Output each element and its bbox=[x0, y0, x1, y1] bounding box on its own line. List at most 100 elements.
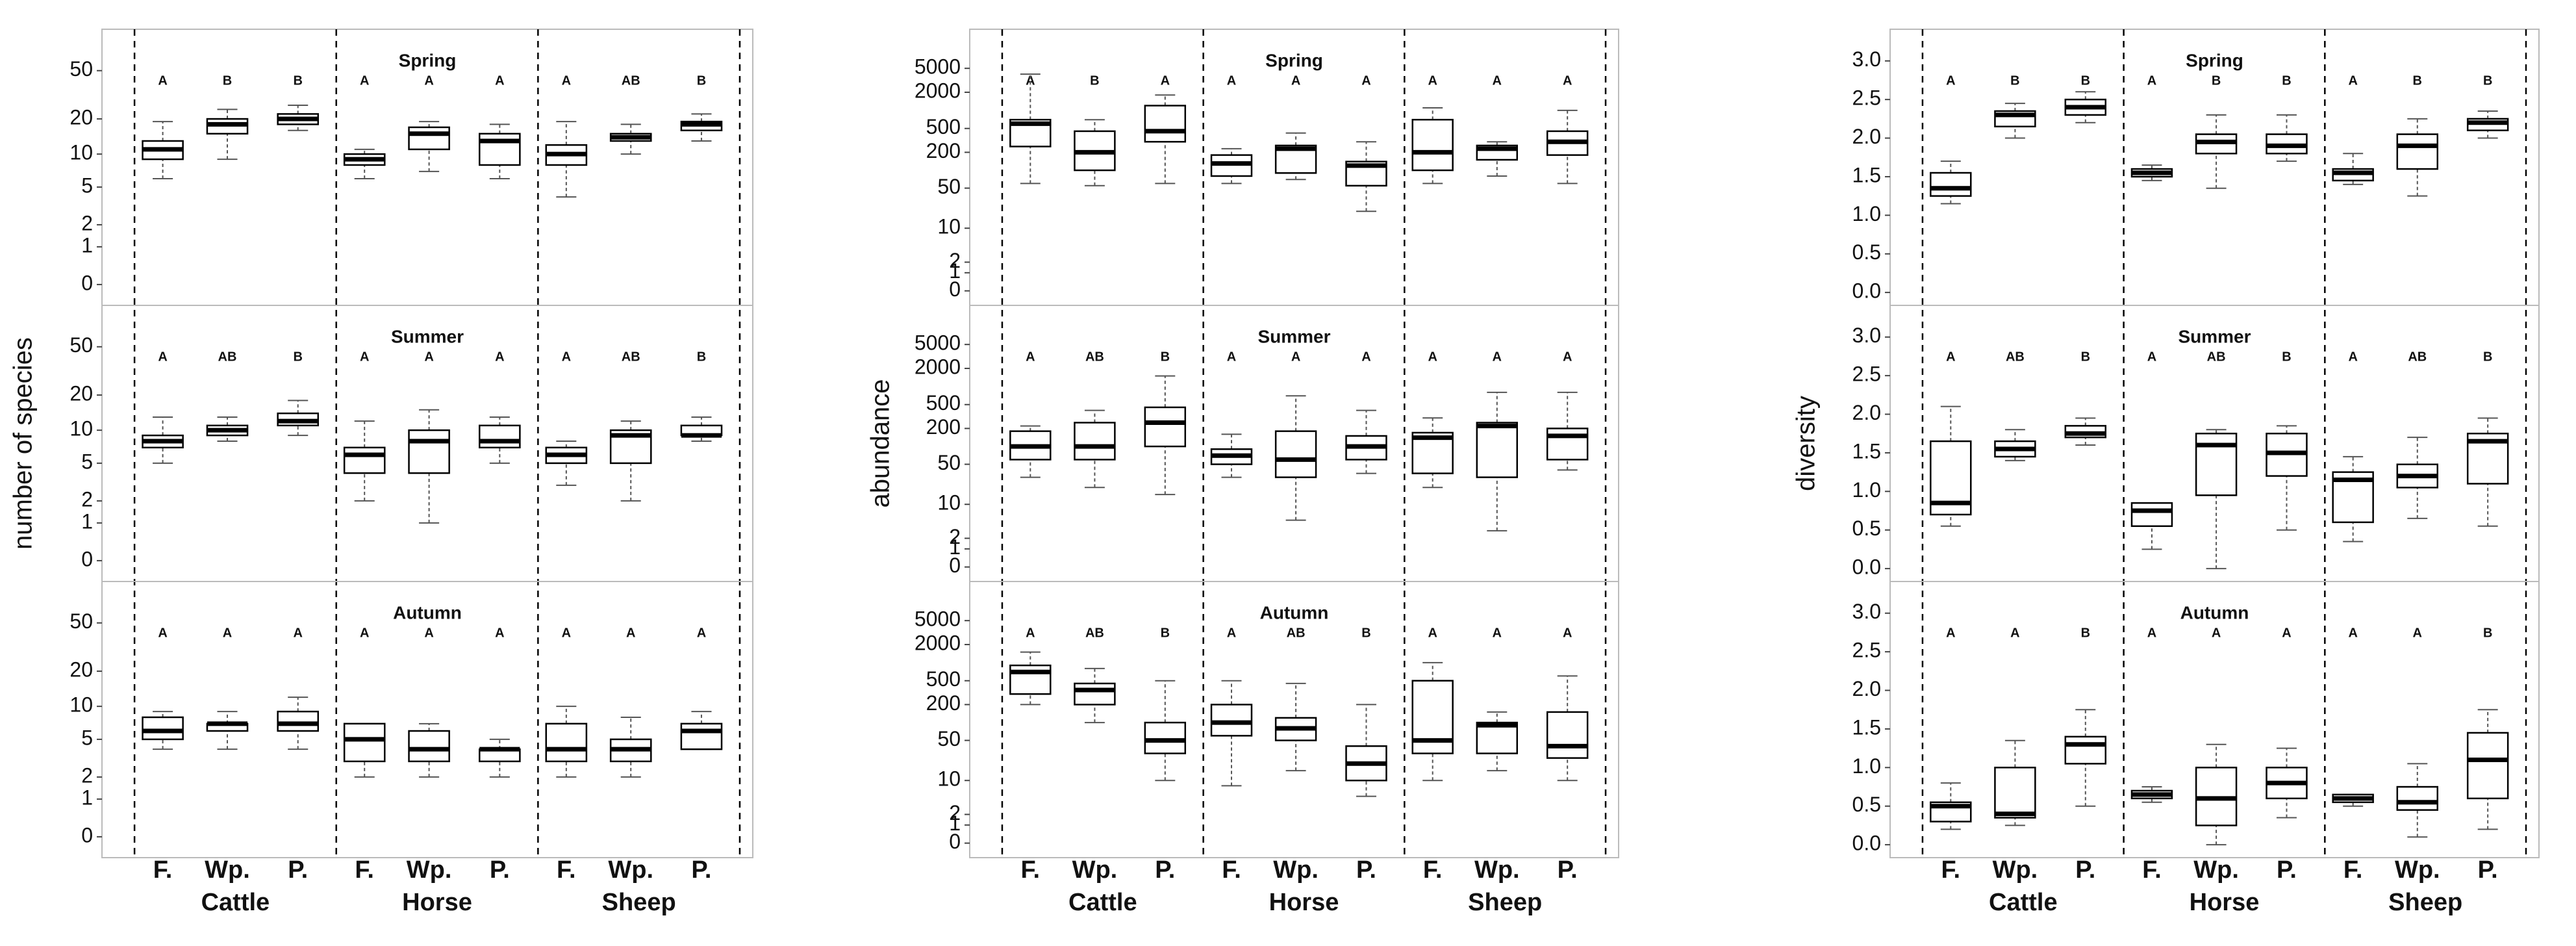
significance-letter: AB bbox=[1287, 626, 1306, 640]
group-label: Sheep bbox=[1468, 889, 1542, 916]
subcategory-label: F. bbox=[1941, 856, 1961, 884]
y-tick-label: 1.0 bbox=[1852, 202, 1881, 225]
box bbox=[1546, 711, 1589, 759]
y-tick-label: 20 bbox=[69, 105, 93, 129]
significance-letter: A bbox=[158, 626, 167, 640]
facet-title: Autumn bbox=[393, 602, 462, 622]
y-tick-label: 1.5 bbox=[1852, 715, 1881, 739]
significance-letter: B bbox=[2081, 73, 2090, 88]
box bbox=[2064, 735, 2107, 765]
significance-letter: A bbox=[424, 626, 433, 640]
y-tick-label: 2 bbox=[81, 763, 93, 787]
group-label: Horse bbox=[402, 889, 472, 916]
y-tick-label: 0 bbox=[81, 547, 93, 570]
significance-letter: B bbox=[2483, 73, 2492, 88]
y-tick-label: 20 bbox=[69, 381, 93, 405]
significance-letter: B bbox=[2212, 73, 2221, 88]
significance-letter: A bbox=[1563, 626, 1572, 640]
y-tick-label: 0 bbox=[81, 271, 93, 294]
y-tick-label: 10 bbox=[937, 491, 961, 515]
significance-letter: B bbox=[2081, 626, 2090, 640]
subcategory-label: Wp. bbox=[1993, 856, 2038, 884]
group-label: Cattle bbox=[201, 889, 270, 916]
significance-letter: A bbox=[2348, 626, 2357, 640]
significance-letter: B bbox=[697, 73, 706, 88]
subcategory-label: Wp. bbox=[1072, 856, 1118, 884]
y-tick-label: 500 bbox=[926, 667, 961, 691]
significance-letter: A bbox=[424, 350, 433, 364]
significance-letter: B bbox=[697, 350, 706, 364]
subcategory-label: Wp. bbox=[608, 856, 653, 884]
y-tick-label: 0.5 bbox=[1852, 240, 1881, 264]
significance-letter: A bbox=[424, 73, 433, 88]
significance-letter: AB bbox=[2207, 350, 2226, 364]
group-label: Horse bbox=[2190, 889, 2260, 916]
y-tick-label: 200 bbox=[926, 691, 961, 715]
significance-letter: B bbox=[293, 73, 302, 88]
facet-title: Autumn bbox=[2180, 602, 2249, 622]
y-tick-label: 0 bbox=[949, 277, 961, 301]
box bbox=[343, 446, 386, 474]
significance-letter: A bbox=[360, 350, 369, 364]
significance-letter: A bbox=[2147, 350, 2156, 364]
significance-letter: AB bbox=[1085, 350, 1104, 364]
significance-letter: A bbox=[158, 350, 167, 364]
box bbox=[1074, 422, 1116, 461]
y-tick-label: 1 bbox=[949, 812, 961, 835]
y-tick-label: 5000 bbox=[915, 331, 961, 355]
significance-letter: B bbox=[2282, 350, 2291, 364]
subcategory-label: F. bbox=[1021, 856, 1041, 884]
y-tick-label: 2.5 bbox=[1852, 86, 1881, 110]
significance-letter: A bbox=[1361, 73, 1370, 88]
panel-frame bbox=[101, 29, 753, 858]
y-tick-label: 0.5 bbox=[1852, 793, 1881, 816]
subcategory-label: P. bbox=[1356, 856, 1376, 884]
y-tick-label: 50 bbox=[937, 175, 961, 198]
box bbox=[2130, 502, 2173, 528]
box bbox=[1930, 172, 1972, 197]
significance-letter: B bbox=[2010, 73, 2019, 88]
significance-letter: A bbox=[2147, 626, 2156, 640]
subcategory-label: Wp. bbox=[1273, 856, 1319, 884]
group-label: Sheep bbox=[2388, 889, 2462, 916]
y-axis-label: diversity bbox=[1792, 396, 1821, 491]
subcategory-label: F. bbox=[355, 856, 374, 884]
y-tick-label: 50 bbox=[69, 609, 93, 633]
y-tick-label: 1 bbox=[949, 259, 961, 283]
box bbox=[277, 710, 320, 732]
y-tick-label: 2.0 bbox=[1852, 401, 1881, 424]
significance-letter: A bbox=[1428, 73, 1437, 88]
significance-letter: A bbox=[223, 626, 232, 640]
subcategory-label: Wp. bbox=[2395, 856, 2440, 884]
y-axis-label: number of species bbox=[9, 337, 38, 550]
y-tick-label: 10 bbox=[69, 141, 93, 164]
y-tick-label: 20 bbox=[69, 658, 93, 681]
significance-letter: A bbox=[562, 626, 571, 640]
significance-letter: A bbox=[1227, 626, 1236, 640]
facet-title: Autumn bbox=[1260, 602, 1329, 622]
significance-letter: B bbox=[1361, 626, 1370, 640]
y-tick-label: 2000 bbox=[915, 355, 961, 378]
box bbox=[1476, 422, 1519, 478]
box bbox=[142, 716, 184, 741]
y-tick-label: 2.5 bbox=[1852, 639, 1881, 662]
box bbox=[1994, 767, 2036, 819]
box bbox=[1274, 430, 1317, 478]
significance-letter: A bbox=[2147, 73, 2156, 88]
y-tick-label: 2.0 bbox=[1852, 677, 1881, 700]
group-label: Sheep bbox=[602, 889, 676, 916]
subcategory-label: F. bbox=[1423, 856, 1443, 884]
y-tick-label: 2.5 bbox=[1852, 363, 1881, 386]
significance-letter: AB bbox=[2408, 350, 2427, 364]
subcategory-label: F. bbox=[153, 856, 173, 884]
significance-letter: A bbox=[495, 626, 504, 640]
facet-title: Spring bbox=[399, 50, 457, 70]
y-tick-label: 0 bbox=[81, 823, 93, 847]
subcategory-label: P. bbox=[2277, 856, 2297, 884]
box bbox=[1411, 118, 1454, 172]
significance-letter: A bbox=[1428, 626, 1437, 640]
y-tick-label: 0 bbox=[949, 830, 961, 853]
box bbox=[479, 133, 521, 166]
facet-title: Summer bbox=[391, 326, 464, 346]
